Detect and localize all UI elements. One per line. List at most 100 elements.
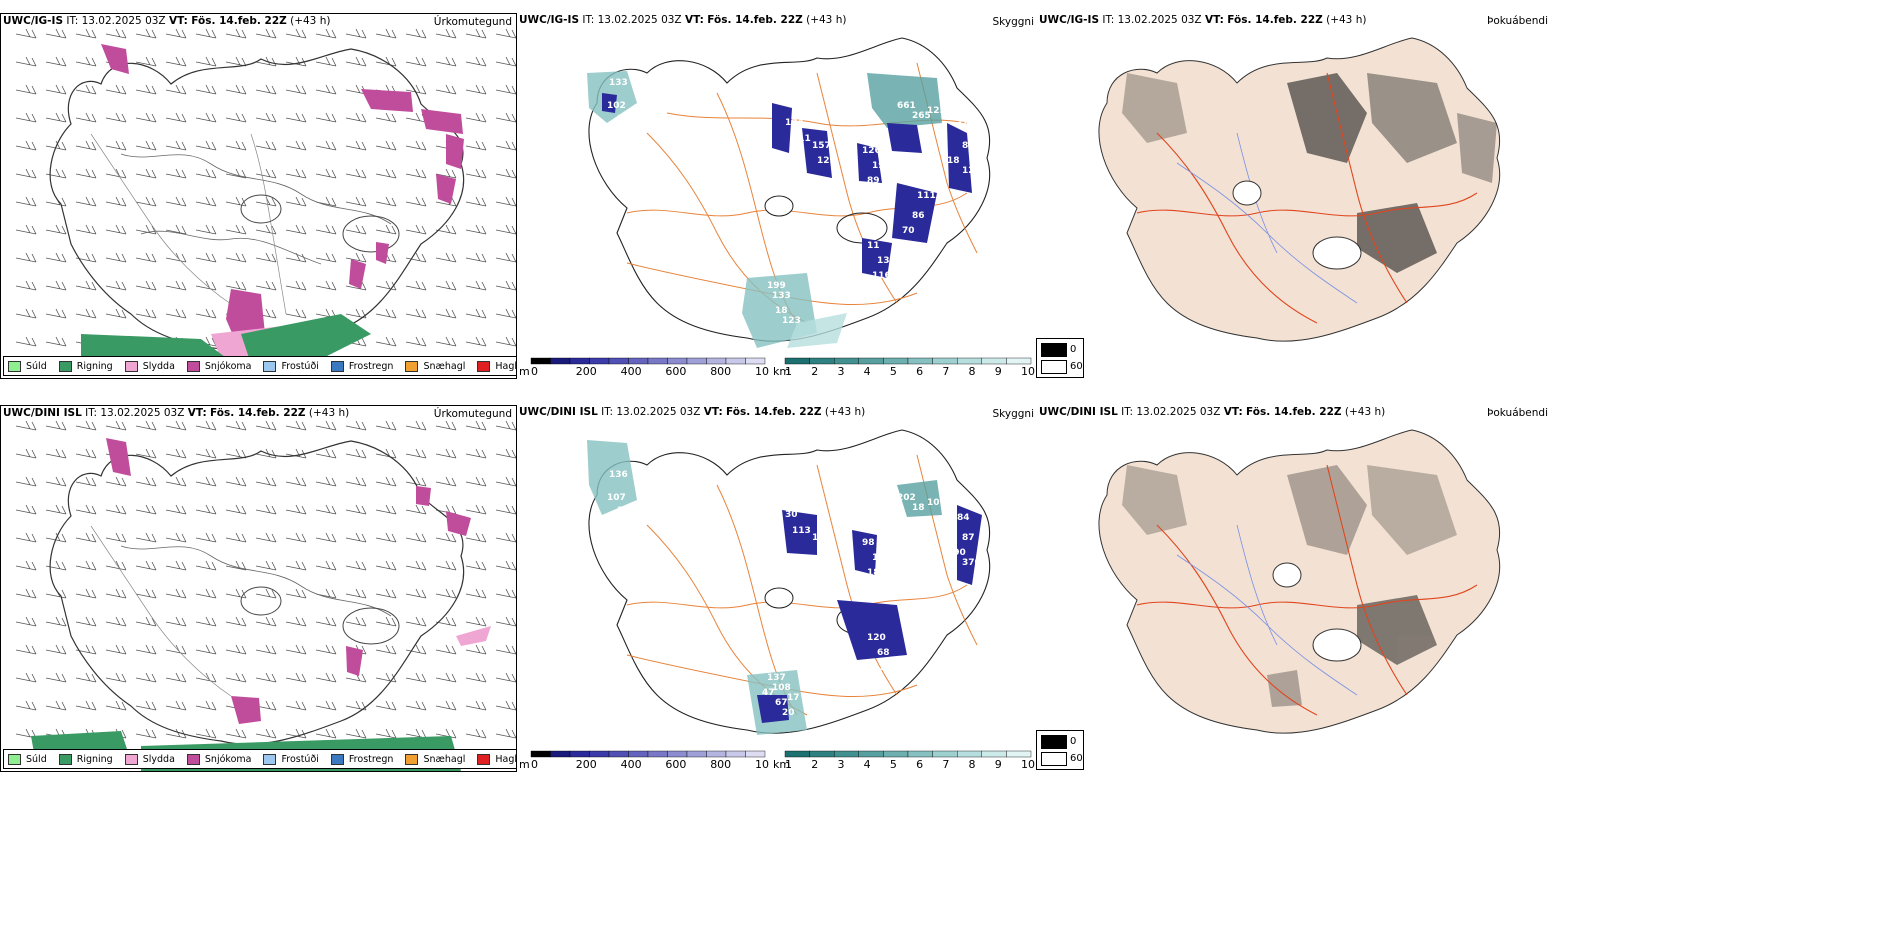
- cloud-base-label: 111: [917, 191, 936, 201]
- cloud-base-label: 125: [927, 106, 946, 116]
- cloud-base-label: 98: [862, 538, 875, 548]
- precip-type-legend: Súld Rigning Slydda Snjókoma Frostúði Fr…: [3, 356, 516, 376]
- colorbar-swatch: [981, 357, 1007, 365]
- cloud-base-label: 30: [785, 510, 798, 520]
- colorbar-swatch: [589, 750, 610, 758]
- colorbar-tick-label: 1000: [755, 365, 769, 377]
- cloud-base-label: 20: [782, 708, 795, 718]
- cloud-base-label: 37: [917, 583, 930, 593]
- cloud-base-label: 102: [607, 101, 626, 111]
- fog-legend-swatch: [1041, 343, 1067, 357]
- panel-variable: Úrkomutegund: [433, 408, 512, 420]
- panel-title: UWC/IG-IS IT: 13.02.2025 03Z VT: Fös. 14…: [3, 15, 331, 27]
- cloud-base-label: 190: [872, 161, 891, 171]
- cloud-base-label: 108: [772, 683, 791, 693]
- fog-map-top: [1098, 37, 1501, 342]
- legend-item: Frostúði: [263, 753, 319, 765]
- colorbar-tick-label: 800: [710, 365, 731, 377]
- cloud-base-label: 68: [877, 648, 890, 658]
- colorbar-tick-label: 5: [890, 365, 897, 377]
- colorbar-tick-label: 200: [576, 758, 597, 770]
- colorbar-swatch: [745, 357, 766, 365]
- legend-item: Rigning: [58, 360, 113, 372]
- road-network: [1136, 72, 1478, 324]
- fog-panel-top: UWC/IG-IS IT: 13.02.2025 03Z VT: Fös. 14…: [1037, 13, 1552, 379]
- colorbar-unit: m: [519, 365, 530, 377]
- legend-item: Rigning: [58, 753, 113, 765]
- river-network: [1176, 524, 1358, 696]
- colorbar-tick-label: 6: [916, 365, 923, 377]
- cloud-base-label: 112: [872, 663, 891, 673]
- colorbar-swatch: [956, 750, 982, 758]
- colorbar-tick-label: 0: [531, 365, 538, 377]
- colorbar-swatch: [530, 357, 551, 365]
- cloud-base-label: 129: [817, 156, 836, 166]
- cloud-base-label: 370: [962, 558, 981, 568]
- legend-item: Haglél: [477, 360, 516, 372]
- colorbar-swatch: [550, 750, 571, 758]
- panel-variable: Úrkomutegund: [433, 16, 512, 28]
- height-colorbar: m0 200 400 600 800 1000: [519, 357, 769, 377]
- wind-barbs: [15, 420, 516, 739]
- fog-legend-label: 60: [1070, 361, 1083, 372]
- cloud-base-label: 199: [767, 281, 786, 291]
- colorbar-tick-label: 7: [942, 365, 949, 377]
- precip-panel-bottom: UWC/DINI ISL IT: 13.02.2025 03Z VT: Fös.…: [0, 405, 517, 772]
- fog-legend-swatch: [1041, 360, 1067, 374]
- cloud-base-label: 17: [787, 693, 800, 703]
- colorbar-tick-label: 3: [837, 758, 844, 770]
- colorbar-unit: km: [773, 365, 790, 377]
- cloud-base-label: 133: [609, 78, 628, 88]
- colorbar-tick-label: 10: [1021, 758, 1035, 770]
- cloud-base-label: 126: [862, 146, 881, 156]
- cloud-base-label: 116: [872, 271, 891, 281]
- cloud-base-label: 70: [902, 226, 915, 236]
- legend-item: Snæhagl: [405, 360, 465, 372]
- colorbar-tick-label: 7: [942, 758, 949, 770]
- cloud-base-label: 89: [902, 618, 915, 628]
- colorbar-swatch: [667, 750, 688, 758]
- colorbar-unit: km: [773, 758, 790, 770]
- visibility-colorbar: km1 2 3 4 5 6 7 8 9 10: [773, 750, 1035, 770]
- colorbar-swatch: [569, 750, 590, 758]
- colorbar-tick-label: 400: [621, 365, 642, 377]
- fog-legend-label: 0: [1070, 736, 1077, 747]
- fog-map-bottom: [1098, 429, 1501, 734]
- colorbar-swatch: [745, 750, 766, 758]
- colorbar-tick-label: 200: [576, 365, 597, 377]
- cloud-base-label: 18: [912, 503, 925, 513]
- colorbar-swatch: [725, 750, 746, 758]
- colorbar-swatch: [608, 357, 629, 365]
- legend-item: Haglél: [477, 753, 516, 765]
- cloud-panel-top: UWC/IG-IS IT: 13.02.2025 03Z VT: Fös. 14…: [517, 13, 1037, 379]
- height-colorbar: m0 200 400 600 800 1000: [519, 750, 769, 770]
- legend-item: Frostregn: [330, 360, 393, 372]
- colorbar-tick-label: 600: [665, 365, 686, 377]
- legend-item: Frostúði: [263, 360, 319, 372]
- colorbar-tick-label: 1: [785, 758, 792, 770]
- colorbar-swatch: [686, 357, 707, 365]
- colorbar-tick-label: 0: [531, 758, 538, 770]
- cloud-base-label: 202: [897, 493, 916, 503]
- fog-legend-swatch: [1041, 752, 1067, 766]
- cloud-base-label: 111: [792, 134, 811, 144]
- cloud-base-label: 157: [812, 141, 831, 151]
- colorbar-swatch: [569, 357, 590, 365]
- colorbar-tick-label: 1: [785, 365, 792, 377]
- colorbar-tick-label: 8: [969, 365, 976, 377]
- cloud-base-label: 87: [962, 533, 975, 543]
- colorbar-tick-label: 9: [995, 758, 1002, 770]
- fog-legend-swatch: [1041, 735, 1067, 749]
- fog-legend-label: 0: [1070, 344, 1077, 355]
- panel-title: UWC/DINI ISL IT: 13.02.2025 03Z VT: Fös.…: [1039, 406, 1386, 418]
- colorbar-swatch: [834, 357, 860, 365]
- cloud-base-label: 83: [962, 141, 975, 151]
- panel-variable: Skyggni: [992, 16, 1035, 28]
- legend-item: Snæhagl: [405, 753, 465, 765]
- precip-panel-top: UWC/IG-IS IT: 13.02.2025 03Z VT: Fös. 14…: [0, 13, 517, 379]
- colorbar-unit: m: [519, 758, 530, 770]
- fog-legend-top: 0 60: [1036, 338, 1084, 378]
- cloud-base-label: 133: [772, 291, 791, 301]
- cloud-base-label: 86: [912, 211, 925, 221]
- colorbar-tick-label: 9: [995, 365, 1002, 377]
